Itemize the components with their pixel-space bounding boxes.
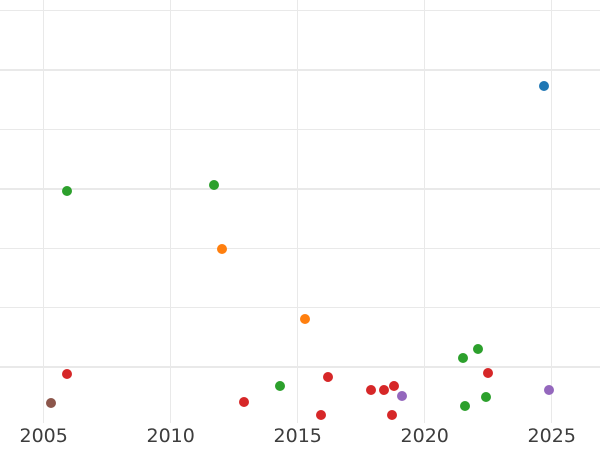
data-point-series-green [473, 344, 484, 355]
plot-area [0, 0, 600, 423]
x-tick-label: 2015 [273, 425, 322, 447]
x-axis: 2005 2010 2015 2020 2025 [0, 423, 600, 450]
data-point-series-purple [396, 390, 407, 401]
y-gridline [0, 9, 600, 12]
data-point-series-orange [300, 314, 311, 325]
data-point-series-purple [544, 385, 555, 396]
x-tick-label: 2005 [19, 425, 68, 447]
data-point-series-red [386, 409, 397, 420]
y-gridline [0, 366, 600, 368]
x-gridline [424, 0, 426, 423]
y-gridline [0, 69, 600, 71]
data-point-series-green [208, 180, 219, 191]
x-tick-label: 2010 [146, 425, 195, 447]
data-point-series-orange [216, 243, 227, 254]
data-point-series-red [389, 380, 400, 391]
data-point-series-red [366, 384, 377, 395]
x-gridline [170, 0, 172, 423]
data-point-series-red [483, 367, 494, 378]
y-gridline [0, 128, 600, 131]
data-point-series-green [274, 380, 285, 391]
data-point-series-red [315, 409, 326, 420]
data-point-series-brown [46, 398, 57, 409]
y-gridline [0, 307, 600, 309]
x-gridline [297, 0, 299, 423]
data-point-series-red [61, 368, 72, 379]
data-point-series-red [239, 396, 250, 407]
data-point-series-red [379, 385, 390, 396]
data-point-series-green [61, 186, 72, 197]
data-point-series-red [323, 372, 334, 383]
data-point-series-green [480, 392, 491, 403]
x-gridline [42, 0, 45, 423]
data-point-series-green [460, 400, 471, 411]
data-point-series-green [457, 352, 468, 363]
x-tick-label: 2025 [527, 425, 576, 447]
x-gridline [551, 0, 553, 423]
data-point-series-blue [539, 80, 550, 91]
y-gridline [0, 247, 600, 250]
y-gridline [0, 188, 600, 190]
x-tick-label: 2020 [400, 425, 449, 447]
